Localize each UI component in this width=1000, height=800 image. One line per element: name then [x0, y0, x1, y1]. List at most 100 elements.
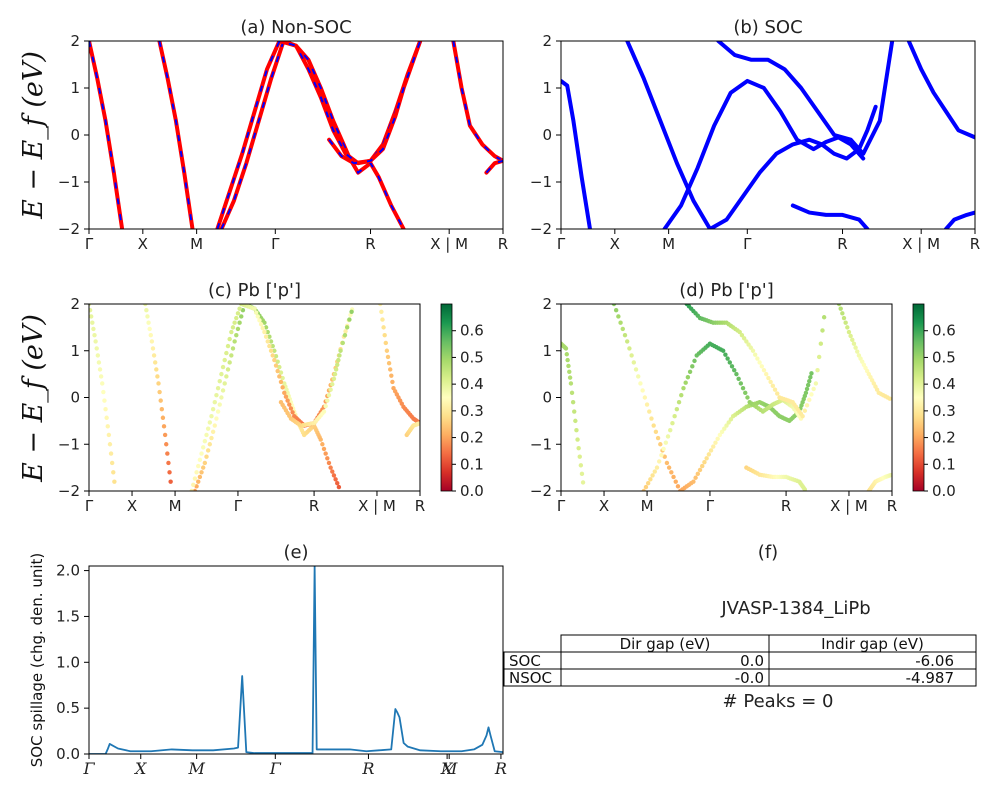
d-point [772, 387, 778, 392]
d-ytick-label: 0 [542, 389, 552, 407]
c-point [212, 423, 217, 428]
d-point [732, 368, 737, 373]
e-band-0 [89, 566, 503, 754]
d-colorbar-label: 0.3 [932, 402, 956, 420]
c-point [106, 432, 112, 438]
a-title: (a) Non-SOC [240, 17, 351, 38]
c-point [202, 460, 208, 466]
d-point [821, 315, 827, 320]
c-point [153, 360, 158, 365]
d-colorbar-label: 0.0 [932, 482, 956, 500]
c-point [268, 348, 274, 353]
c-point [151, 353, 157, 358]
f-col-header: Dir gap (eV) [620, 635, 711, 653]
f-col-header: Indir gap (eV) [821, 635, 924, 653]
c-point [331, 473, 337, 478]
d-point [638, 381, 643, 386]
c-point [207, 420, 213, 425]
b-ytick-label: 1 [542, 79, 552, 97]
c-point [225, 343, 231, 349]
b-band-3 [716, 41, 895, 156]
c-point [342, 332, 348, 338]
c-point [389, 373, 394, 378]
c-point [270, 353, 275, 358]
d-point [649, 416, 654, 421]
c-point [235, 311, 241, 316]
b-xtick-label: X | M [902, 235, 940, 253]
c-point [262, 329, 267, 335]
c-point [325, 456, 330, 461]
d-point [848, 333, 853, 339]
c-point [143, 304, 148, 307]
d-point [740, 385, 746, 391]
d-point [622, 332, 628, 338]
c-point [197, 474, 203, 480]
c-point [89, 308, 93, 313]
d-point [845, 325, 850, 330]
c-point [93, 339, 98, 344]
c-point [323, 403, 328, 409]
c-point [217, 378, 222, 384]
d-point [676, 399, 682, 405]
f-row-label: SOC [509, 652, 541, 670]
c-point [335, 362, 340, 367]
a-frame [88, 40, 504, 230]
d-point [666, 465, 672, 470]
c-point [145, 314, 150, 319]
c-point [105, 424, 110, 429]
a-ytick-label: 1 [70, 79, 80, 97]
c-point [239, 314, 244, 319]
c-point [333, 477, 338, 482]
c-point [267, 334, 272, 339]
d-point [574, 428, 579, 433]
d-point [579, 471, 585, 477]
d-point [651, 423, 656, 428]
c-point [263, 334, 269, 339]
d-point [836, 304, 842, 307]
d-point [809, 371, 814, 376]
c-point [204, 454, 209, 459]
d-point [668, 428, 673, 433]
d-point [752, 352, 758, 357]
c-point [378, 304, 383, 307]
d-point [643, 484, 649, 490]
e-xtick-label: Γ [269, 759, 282, 778]
c-point [384, 348, 390, 353]
e-xtick-label: R [361, 759, 374, 778]
b-ytick-label: 2 [542, 32, 552, 50]
d-point [653, 429, 659, 434]
c-point [150, 346, 156, 351]
c-point [390, 379, 395, 385]
d-xtick-label: R [887, 497, 897, 515]
d-point [843, 320, 848, 325]
c-point [160, 415, 166, 420]
c-point [97, 367, 103, 372]
d-colorbar-label: 0.2 [932, 429, 956, 447]
d-point [575, 437, 580, 442]
d-point [728, 417, 734, 422]
d-colorbar-label: 0.5 [932, 348, 956, 366]
d-point [644, 402, 650, 407]
c-point [232, 320, 237, 325]
d-point [690, 364, 695, 369]
f-row-label: NSOC [509, 669, 552, 687]
d-point [725, 356, 730, 361]
c-point [323, 451, 328, 456]
d-point [663, 440, 669, 445]
c-point [205, 426, 211, 431]
d-point [759, 364, 765, 369]
c-point [154, 367, 159, 372]
d-xtick-label: Γ [706, 497, 715, 515]
c-point [103, 406, 108, 412]
c-point [209, 435, 214, 441]
c-point [280, 385, 285, 390]
c-point [101, 389, 106, 395]
c-point [155, 374, 160, 379]
d-point [750, 348, 756, 353]
e-xtick-label: X [439, 759, 453, 778]
c-colorbar-label: 0.3 [460, 402, 484, 420]
c-point [235, 326, 241, 332]
d-point [620, 326, 625, 332]
d-point [576, 445, 581, 451]
d-point [627, 346, 632, 351]
